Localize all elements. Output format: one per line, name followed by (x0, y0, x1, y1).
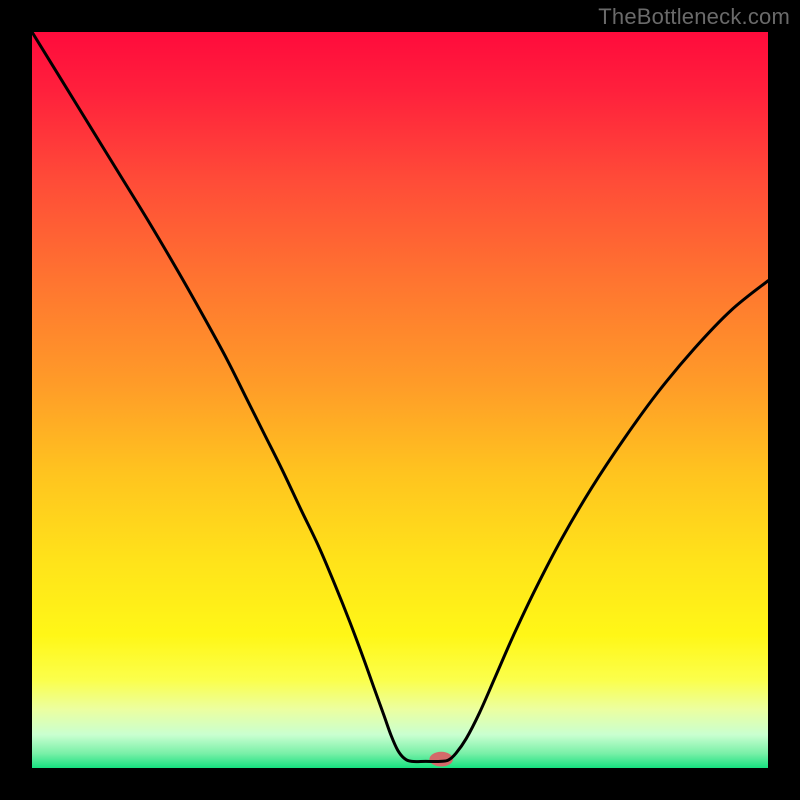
watermark-text: TheBottleneck.com (598, 4, 790, 30)
bottleneck-chart (0, 0, 800, 800)
chart-background (32, 32, 768, 768)
